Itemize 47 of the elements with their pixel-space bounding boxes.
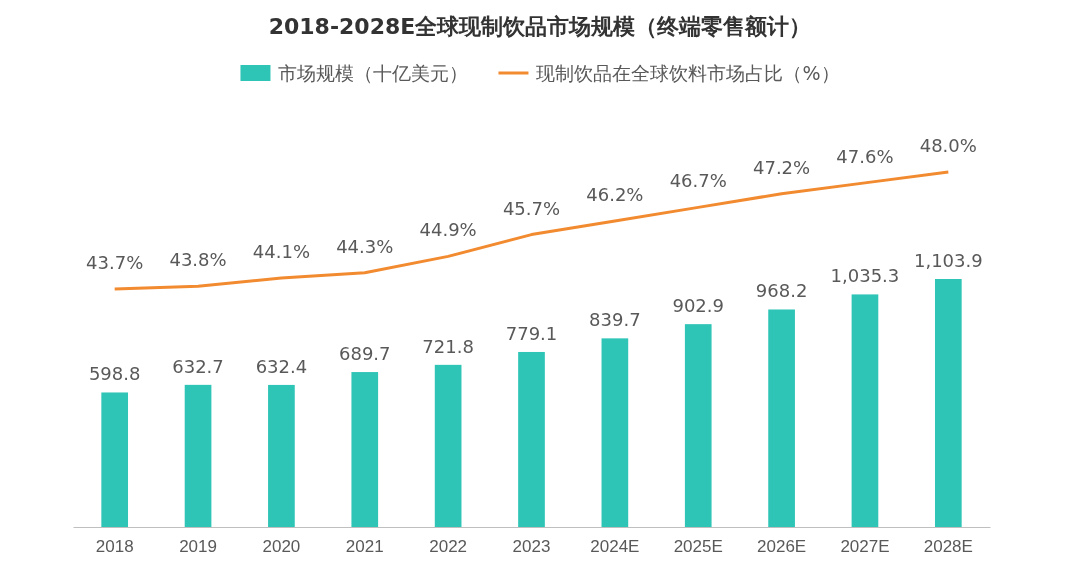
bar — [184, 384, 212, 527]
bar — [518, 351, 545, 527]
chart-title: 2018-2028E全球现制饮品市场规模（终端零售额计） — [268, 14, 812, 39]
data-label: 689.7 — [339, 343, 391, 365]
data-label: 44.9% — [419, 219, 477, 241]
data-label: 902.9 — [672, 295, 724, 317]
bar — [851, 294, 879, 527]
x-tick-label: 2019 — [179, 537, 217, 557]
data-label: 1,035.3 — [830, 265, 900, 287]
data-label: 48.0% — [919, 135, 977, 156]
bar — [684, 324, 712, 527]
x-tick-label: 2025E — [673, 537, 723, 557]
data-label: 44.3% — [336, 235, 394, 257]
x-tick-label: 2026E — [757, 537, 807, 557]
data-label: 839.7 — [589, 309, 641, 331]
data-label: 46.7% — [669, 170, 727, 192]
data-label: 632.7 — [172, 355, 224, 377]
x-tick-label: 2028E — [923, 537, 973, 557]
data-label: 968.2 — [755, 280, 808, 302]
data-label: 43.8% — [169, 249, 227, 271]
data-label: 1,103.9 — [913, 250, 983, 271]
data-label: 779.1 — [505, 322, 558, 344]
bar — [351, 372, 379, 527]
bar — [101, 392, 129, 527]
x-tick-label: 2027E — [840, 537, 890, 557]
bar — [601, 338, 629, 527]
x-tick-label: 2024E — [590, 537, 640, 557]
bar — [434, 364, 462, 527]
x-tick-label: 2022 — [429, 537, 468, 557]
data-label: 598.8 — [88, 363, 141, 385]
data-label: 43.7% — [86, 252, 144, 273]
data-label: 632.4 — [255, 355, 308, 377]
x-tick-label: 2021 — [345, 537, 384, 557]
x-tick-label: 2023 — [512, 537, 551, 557]
data-label: 47.6% — [836, 145, 894, 167]
data-label: 46.2% — [586, 183, 644, 205]
legend-label: 市场规模（十亿美元） — [278, 62, 469, 84]
data-label: 45.7% — [502, 197, 561, 219]
bar — [268, 384, 295, 527]
x-tick-label: 2018 — [95, 537, 134, 557]
x-tick-label: 2020 — [262, 537, 301, 557]
legend-label: 现制饮品在全球饮料市场占比（%） — [536, 62, 840, 84]
data-label: 47.2% — [753, 156, 811, 178]
data-label: 721.8 — [422, 335, 474, 357]
bar — [768, 309, 795, 527]
data-label: 44.1% — [252, 241, 310, 263]
bar — [934, 279, 962, 527]
